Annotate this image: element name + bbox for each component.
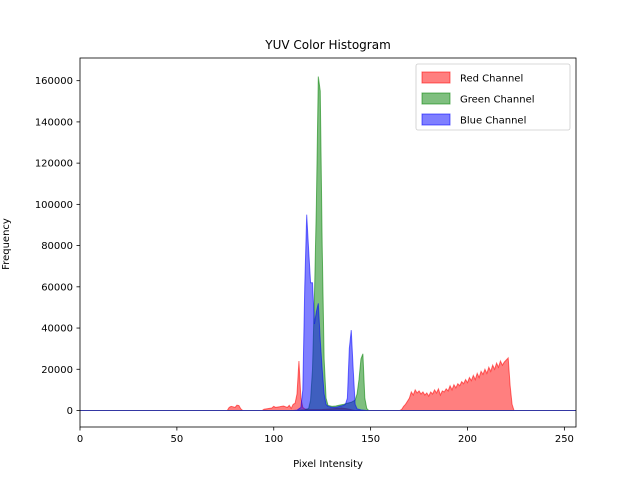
legend-swatch-red-channel [421, 71, 451, 84]
y-tick-label: 140000 [35, 117, 73, 128]
y-tick-label: 40000 [41, 324, 73, 335]
x-tick-label: 200 [458, 434, 477, 445]
y-tick-label: 80000 [41, 241, 73, 252]
legend-swatch-blue-channel [421, 113, 451, 126]
legend: Red Channel Green Channel Blue Channel [415, 63, 571, 131]
y-tick-label: 0 [67, 406, 73, 417]
red-channel-area [80, 356, 576, 412]
y-tick-label: 20000 [41, 365, 73, 376]
axes-frame [79, 57, 577, 428]
x-tick-label: 100 [264, 434, 283, 445]
y-tick-label: 60000 [41, 282, 73, 293]
x-tick-label: 150 [361, 434, 380, 445]
y-tick-label: 100000 [35, 200, 73, 211]
legend-label-red-channel: Red Channel [460, 74, 523, 85]
blue-channel-area [80, 214, 576, 412]
x-tick-label: 50 [171, 434, 184, 445]
y-axis-label: Frequency [1, 218, 12, 270]
series-group [80, 76, 576, 412]
x-tick-label: 0 [77, 434, 83, 445]
legend-label-green-channel: Green Channel [460, 95, 535, 106]
legend-box [415, 63, 571, 131]
legend-swatch-green-channel [421, 92, 451, 105]
legend-label-blue-channel: Blue Channel [460, 116, 526, 127]
x-tick-label: 250 [555, 434, 574, 445]
x-axis-label: Pixel Intensity [293, 459, 363, 470]
y-tick-label: 160000 [35, 76, 73, 87]
plot-area: 0 50 100 150 200 250 0 20000 40000 60000 80000 1000… [35, 57, 577, 445]
chart-title: YUV Color Histogram [264, 38, 391, 52]
y-tick-label: 120000 [35, 159, 73, 170]
